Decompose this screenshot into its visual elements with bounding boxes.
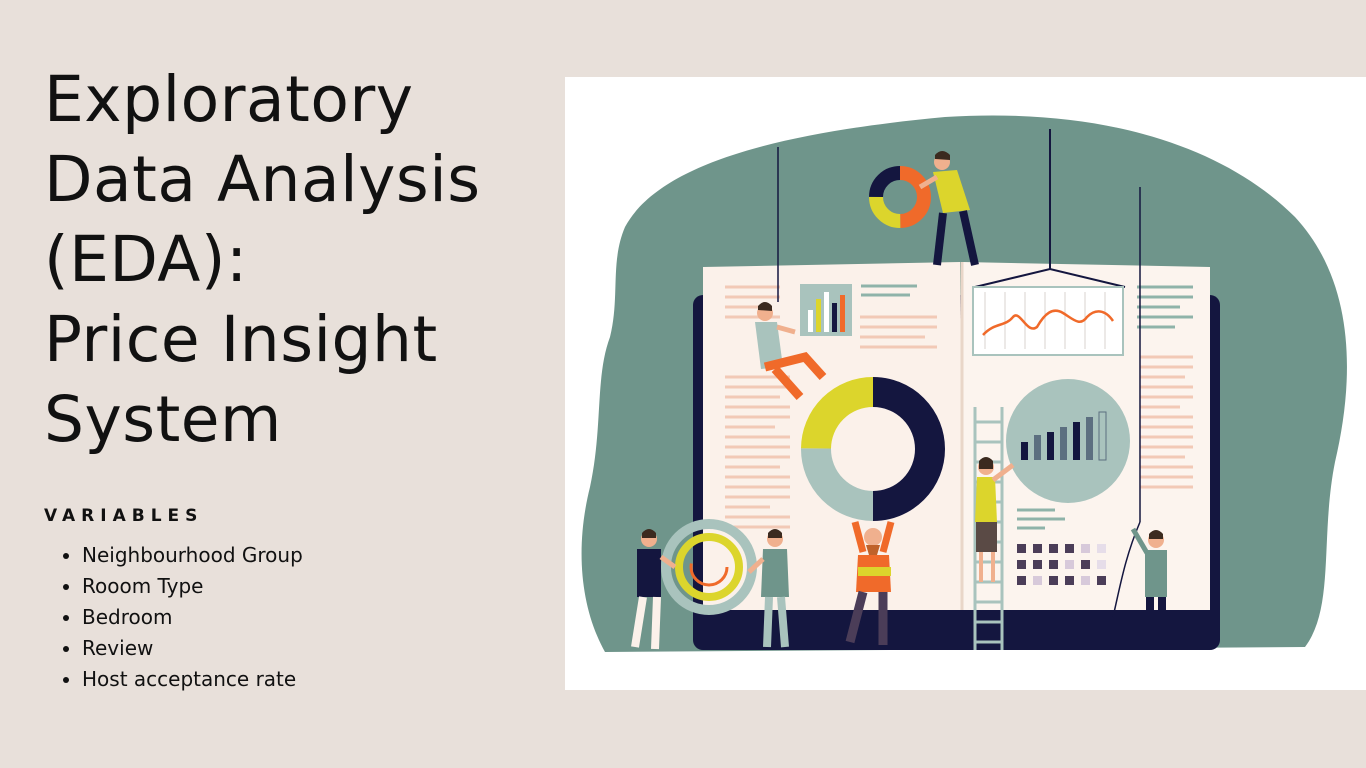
person-right-holding-ring bbox=[747, 529, 789, 648]
person-holding-donut bbox=[845, 521, 895, 645]
variable-item: Rooom Type bbox=[82, 571, 303, 602]
dot-grid bbox=[1017, 544, 1106, 585]
circle-bar-chart bbox=[1006, 379, 1130, 503]
title-line-1: Exploratory bbox=[44, 63, 414, 136]
variable-item: Bedroom bbox=[82, 602, 303, 633]
title-line-4: Price Insight bbox=[44, 303, 438, 376]
variable-item: Host acceptance rate bbox=[82, 664, 303, 695]
title-line-3: (EDA): bbox=[44, 223, 248, 296]
hanging-line-chart bbox=[972, 129, 1126, 356]
green-text-lines bbox=[861, 284, 1193, 530]
title-line-2: Data Analysis bbox=[44, 143, 481, 216]
person-top-pushing-donut bbox=[918, 151, 979, 266]
page-title: Exploratory Data Analysis (EDA): Price I… bbox=[44, 60, 554, 460]
variables-heading: VARIABLES bbox=[44, 506, 204, 526]
person-pulling-rope bbox=[1130, 527, 1167, 647]
person-on-ladder bbox=[975, 457, 1015, 582]
left-page-text-lines bbox=[725, 285, 937, 529]
top-donut-chart bbox=[869, 166, 931, 228]
data-analysis-illustration bbox=[565, 77, 1366, 690]
ladder bbox=[973, 407, 1004, 650]
right-page-text-lines bbox=[1140, 355, 1193, 489]
variable-item: Review bbox=[82, 633, 303, 664]
person-left-holding-ring bbox=[631, 529, 677, 650]
person-climbing-rope bbox=[755, 302, 827, 400]
big-donut-chart bbox=[801, 377, 945, 521]
title-line-5: System bbox=[44, 383, 282, 456]
variable-item: Neighbourhood Group bbox=[82, 540, 303, 571]
small-bar-chart bbox=[800, 284, 852, 336]
variables-list: Neighbourhood Group Rooom Type Bedroom R… bbox=[62, 540, 303, 695]
illustration-svg bbox=[581, 115, 1347, 652]
